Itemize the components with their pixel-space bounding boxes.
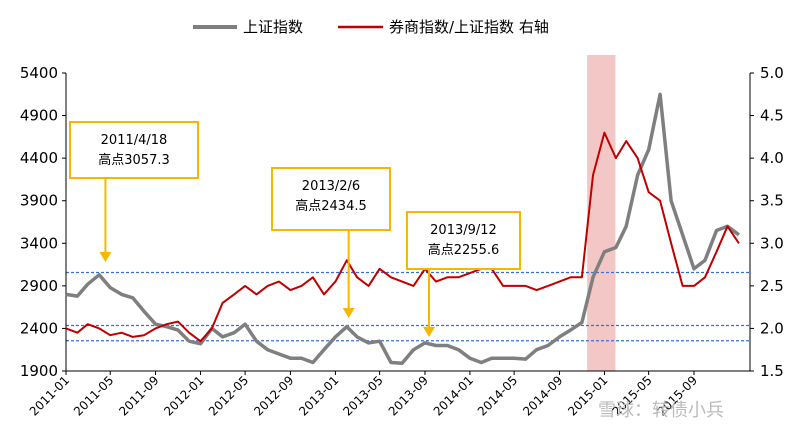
annotation-box-3 (406, 211, 521, 270)
axes: 1900 2400 2900 3400 3900 4400 4900 5400 1.5 2.0 2.… (20, 64, 784, 419)
y-right-tick-label: 4.0 (760, 149, 784, 167)
annotation-text-3: 高点2255.6 (428, 242, 500, 258)
annotation-arrow-head-3 (423, 327, 436, 337)
y-right-tick-label: 1.5 (760, 362, 784, 380)
annotation-text-1: 2011/4/18 (101, 133, 168, 148)
x-tick-label: 2012-09 (251, 373, 296, 418)
x-tick-label: 2012-05 (206, 373, 251, 418)
y-left-tick-label: 3900 (20, 192, 58, 210)
annotation-text-2: 2013/2/6 (302, 179, 360, 194)
x-tick-label: 2013-01 (296, 373, 341, 418)
x-tick-label: 2012-01 (161, 373, 206, 418)
y-left-tick-label: 1900 (20, 362, 58, 380)
annotation-box-2 (271, 167, 391, 231)
x-tick-label: 2014-05 (475, 373, 520, 418)
x-tick-label: 2014-01 (431, 373, 476, 418)
series-line-1 (65, 92, 740, 366)
y-left-tick-label: 2400 (20, 319, 58, 337)
annotation-text-3: 2013/9/12 (430, 223, 497, 238)
watermark: 雪球：转债小兵 (598, 400, 724, 421)
annotation-box-1 (69, 121, 199, 179)
annotation-arrow-head-2 (342, 308, 355, 318)
series-layer (65, 92, 740, 366)
legend-label-2: 券商指数/上证指数 右轴 (389, 18, 549, 36)
y-left-tick-label: 5400 (20, 64, 58, 82)
shaded-region (587, 55, 616, 371)
y-right-tick-label: 2.5 (760, 277, 784, 295)
y-left-tick-label: 3400 (20, 234, 58, 252)
x-tick-label: 2014-09 (520, 373, 565, 418)
annotation-text-1: 高点3057.3 (98, 152, 170, 168)
series-line-2 (65, 131, 740, 343)
y-right-tick-label: 4.5 (760, 107, 784, 125)
x-tick-label: 2011-09 (116, 373, 161, 418)
reference-lines-layer (66, 271, 750, 342)
legend: 上证指数 券商指数/上证指数 右轴 (193, 18, 549, 36)
annotation-arrow-head-1 (99, 252, 112, 262)
y-right-tick-label: 5.0 (760, 64, 784, 82)
y-right-tick-label: 2.0 (760, 319, 784, 337)
y-right-tick-label: 3.5 (760, 192, 784, 210)
annotation-text-2: 高点2434.5 (295, 198, 367, 214)
x-tick-label: 2011-05 (71, 373, 116, 418)
y-left-tick-label: 4400 (20, 149, 58, 167)
y-left-tick-label: 2900 (20, 277, 58, 295)
y-right-tick-label: 3.0 (760, 234, 784, 252)
y-left-tick-label: 4900 (20, 107, 58, 125)
x-tick-label: 2013-05 (340, 373, 385, 418)
x-tick-label: 2011-01 (27, 373, 72, 418)
legend-label-1: 上证指数 (243, 18, 303, 36)
shaded-region-layer (587, 55, 616, 371)
x-tick-label: 2013-09 (386, 373, 431, 418)
annotations-layer: 2011/4/18 高点3057.3 2013/2/6 高点2434.5 2013/9/… (69, 121, 521, 337)
